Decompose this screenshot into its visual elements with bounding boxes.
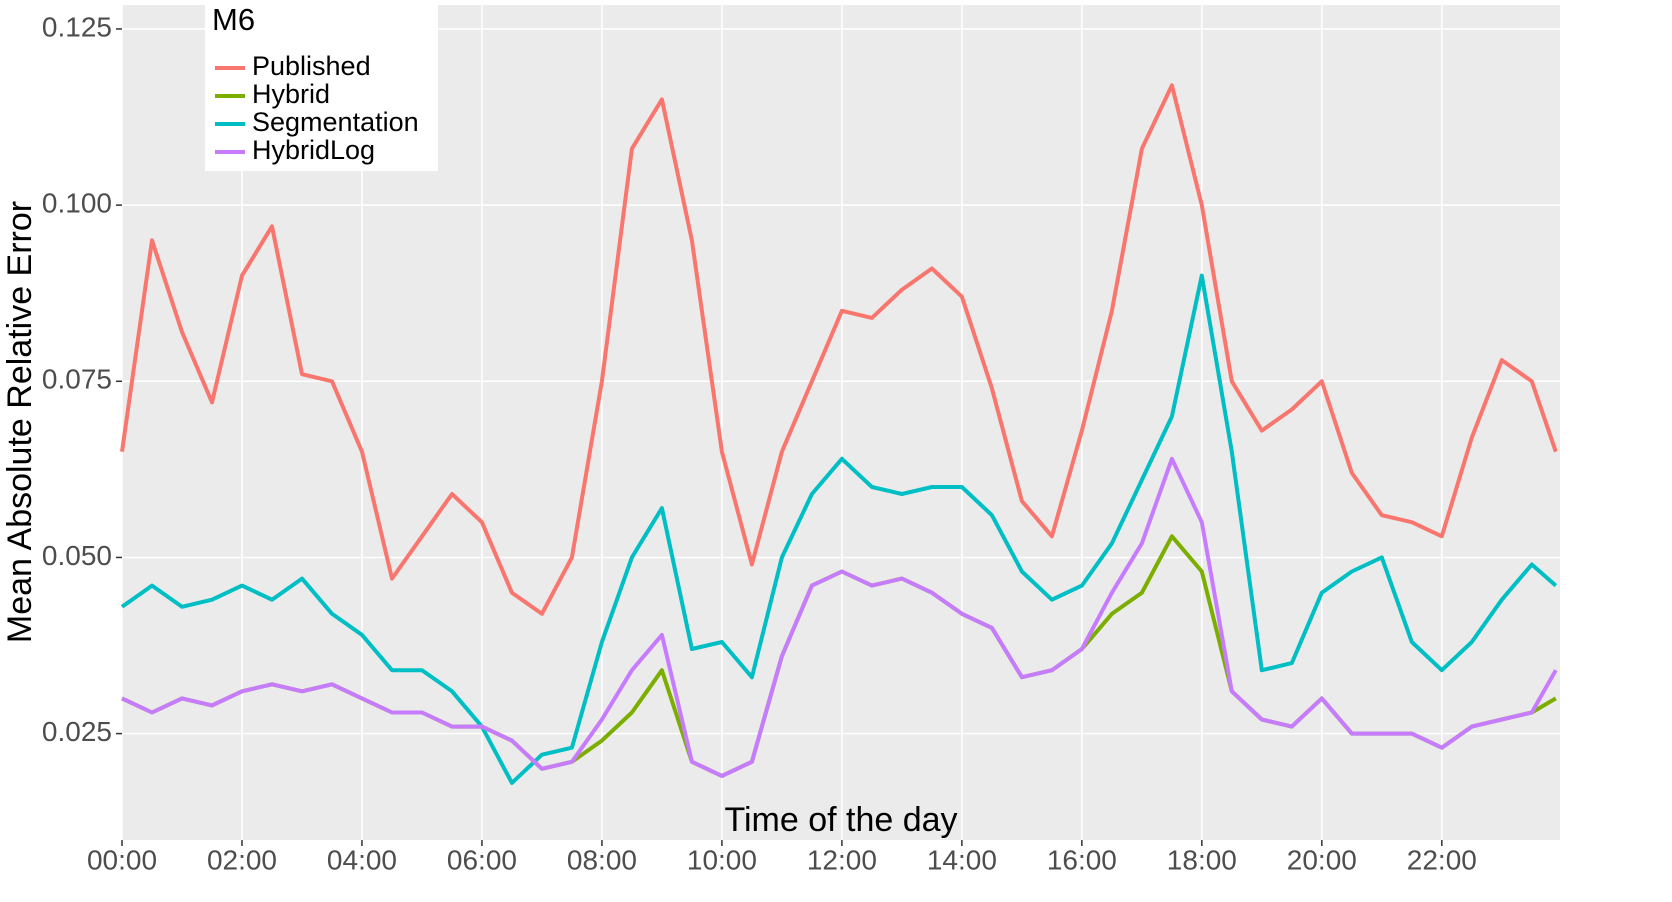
legend-label: Hybrid bbox=[252, 79, 330, 109]
series-line bbox=[120, 273, 1558, 785]
x-tick-label: 04:00 bbox=[327, 844, 397, 875]
y-tick-label: 0.075 bbox=[42, 364, 112, 395]
series-line bbox=[120, 83, 1558, 616]
x-tick-label: 00:00 bbox=[87, 844, 157, 875]
x-tick-label: 18:00 bbox=[1167, 844, 1237, 875]
legend-title: M6 bbox=[212, 2, 255, 37]
lines bbox=[120, 83, 1558, 785]
legend-label: HybridLog bbox=[252, 135, 375, 165]
x-axis-title: Time of the day bbox=[724, 801, 957, 839]
x-tick-label: 02:00 bbox=[207, 844, 277, 875]
y-tick-label: 0.100 bbox=[42, 188, 112, 219]
x-tick-label: 14:00 bbox=[927, 844, 997, 875]
x-tick-label: 08:00 bbox=[567, 844, 637, 875]
legend-label: Published bbox=[252, 51, 371, 81]
series-line bbox=[121, 456, 1558, 778]
x-tick-label: 20:00 bbox=[1287, 844, 1357, 875]
x-tick-label: 22:00 bbox=[1407, 844, 1477, 875]
x-tick-label: 12:00 bbox=[807, 844, 877, 875]
y-tick-label: 0.025 bbox=[42, 716, 112, 747]
axes: 0.025 0.050 0.075 0.100 0.125 00:00 02:00 04:00… bbox=[42, 11, 1477, 875]
legend-box bbox=[205, 5, 438, 171]
x-tick-label: 06:00 bbox=[447, 844, 517, 875]
x-tick-label: 16:00 bbox=[1047, 844, 1117, 875]
legend-label: Segmentation bbox=[252, 107, 419, 137]
x-tick-label: 10:00 bbox=[687, 844, 757, 875]
y-tick-label: 0.050 bbox=[42, 540, 112, 571]
y-tick-label: 0.125 bbox=[42, 11, 112, 42]
y-axis-title: Mean Absolute Relative Error bbox=[1, 201, 39, 643]
